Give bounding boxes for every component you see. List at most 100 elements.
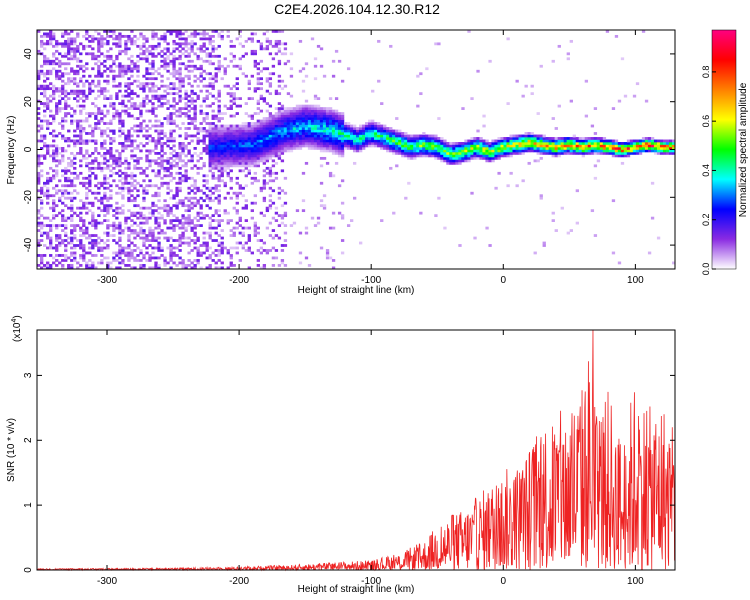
spectrogram-cell [226, 164, 230, 168]
spectrogram-cell [250, 147, 254, 150]
spectrogram-cell [277, 119, 282, 123]
spectrogram-cell [325, 129, 330, 133]
spectrogram-cell [352, 134, 357, 138]
spectrogram-cell [46, 59, 50, 63]
spectrogram-cell [590, 137, 595, 140]
spectrogram-cell [100, 254, 104, 257]
spectrogram-cell [211, 144, 215, 148]
spectrogram-cell [178, 37, 182, 41]
spectrogram-cell [593, 132, 598, 135]
spectrogram-cell [334, 124, 339, 128]
spectrogram-cell [82, 181, 86, 185]
spectrogram-cell [280, 124, 285, 128]
spectrogram-cell [349, 129, 354, 133]
spectrogram-cell [97, 44, 101, 48]
spectrogram-cell [169, 174, 173, 178]
spectrogram-cell [650, 149, 655, 153]
spectrogram-cell [247, 97, 251, 101]
spectrogram-cell [139, 44, 143, 48]
spectrogram-cell [319, 119, 324, 123]
spectrogram-cell [626, 144, 631, 148]
spectrogram-cell [539, 156, 543, 160]
spectrogram-cell [223, 211, 227, 215]
spectrogram-cell [121, 251, 125, 255]
spectrogram-cell [145, 166, 149, 170]
spectrogram-cell [52, 186, 56, 190]
spectrogram-cell [106, 246, 110, 250]
spectrogram-cell [328, 117, 333, 120]
spectrogram-cell [214, 186, 218, 190]
spectrogram-cell [259, 159, 264, 163]
spectrogram-cell [256, 161, 260, 165]
spectrogram-cell [548, 139, 552, 143]
spectrogram-cell [79, 219, 83, 222]
spectrogram-cell [322, 124, 327, 128]
spectrogram-cell [539, 144, 543, 148]
spectrogram-cell [244, 206, 248, 210]
spectrogram-cell [259, 134, 264, 138]
spectrogram-cell [440, 147, 444, 150]
spectrogram-cell [124, 64, 128, 68]
spectrogram-cell [349, 127, 354, 130]
spectrogram-cell [130, 42, 134, 46]
spectrogram-cell [46, 124, 50, 128]
spectrogram-cell [464, 151, 468, 155]
spectrogram-cell [386, 139, 390, 143]
spectrogram-cell [76, 244, 80, 247]
spectrogram-cell [208, 104, 212, 108]
spectrogram-cell [55, 49, 59, 53]
spectrogram-cell [166, 261, 170, 265]
spectrogram-cell [37, 87, 41, 91]
spectrogram-cell [133, 164, 137, 168]
spectrogram-cell [163, 102, 167, 105]
spectrogram-cell [208, 254, 212, 257]
spectrogram-cell [443, 154, 447, 158]
spectrogram-cell [103, 186, 107, 190]
spectrogram-cell [184, 44, 188, 48]
spectrogram-cell [611, 199, 616, 203]
spectrogram-cell [118, 211, 122, 215]
spectrogram-cell [103, 161, 107, 165]
spectrogram-cell [271, 171, 276, 175]
spectrogram-cell [217, 109, 221, 113]
spectrogram-cell [208, 124, 212, 128]
spectrogram-cell [160, 64, 164, 68]
spectrogram-cell [560, 144, 564, 148]
spectrogram-cell [518, 149, 522, 153]
spectrogram-cell [49, 144, 53, 148]
spectrogram-cell [166, 99, 170, 103]
spectrogram-cell [112, 114, 116, 118]
spectrogram-cell [292, 221, 297, 225]
spectrogram-cell [85, 151, 89, 155]
spectrogram-cell [262, 144, 267, 148]
spectrogram-cell [503, 144, 507, 148]
spectrogram-cell [145, 67, 149, 71]
spectrogram-cell [223, 184, 227, 188]
spectrogram-cell [365, 122, 369, 125]
spectrogram-cell [136, 144, 140, 148]
spectrogram-cell [214, 147, 218, 150]
spectrogram-cell [88, 74, 92, 78]
spectrogram-cell [301, 122, 306, 125]
spectrogram-cell [163, 59, 167, 63]
spectrogram-cell [46, 97, 50, 101]
spectrogram-cell [232, 44, 236, 48]
spectrogram-cell [638, 147, 643, 150]
spectrogram-cell [229, 154, 233, 158]
spectrogram-cell [530, 147, 534, 150]
spectrogram-cell [205, 117, 209, 120]
spectrogram-cell [362, 132, 366, 135]
spectrogram-cell [88, 266, 92, 270]
spectrogram-cell [223, 209, 227, 213]
spectrogram-cell [130, 142, 134, 145]
spectrogram-cell [157, 236, 161, 240]
spectrogram-cell [163, 264, 167, 267]
spectrogram-cell [142, 144, 146, 148]
spectrogram-cell [620, 151, 625, 155]
spectrogram-cell [217, 94, 221, 98]
spectrogram-cell [265, 139, 270, 143]
spectrogram-cell [416, 147, 420, 150]
spectrogram-cell [229, 147, 233, 150]
spectrogram-cell [193, 191, 197, 195]
spectrogram-cell [247, 246, 251, 250]
